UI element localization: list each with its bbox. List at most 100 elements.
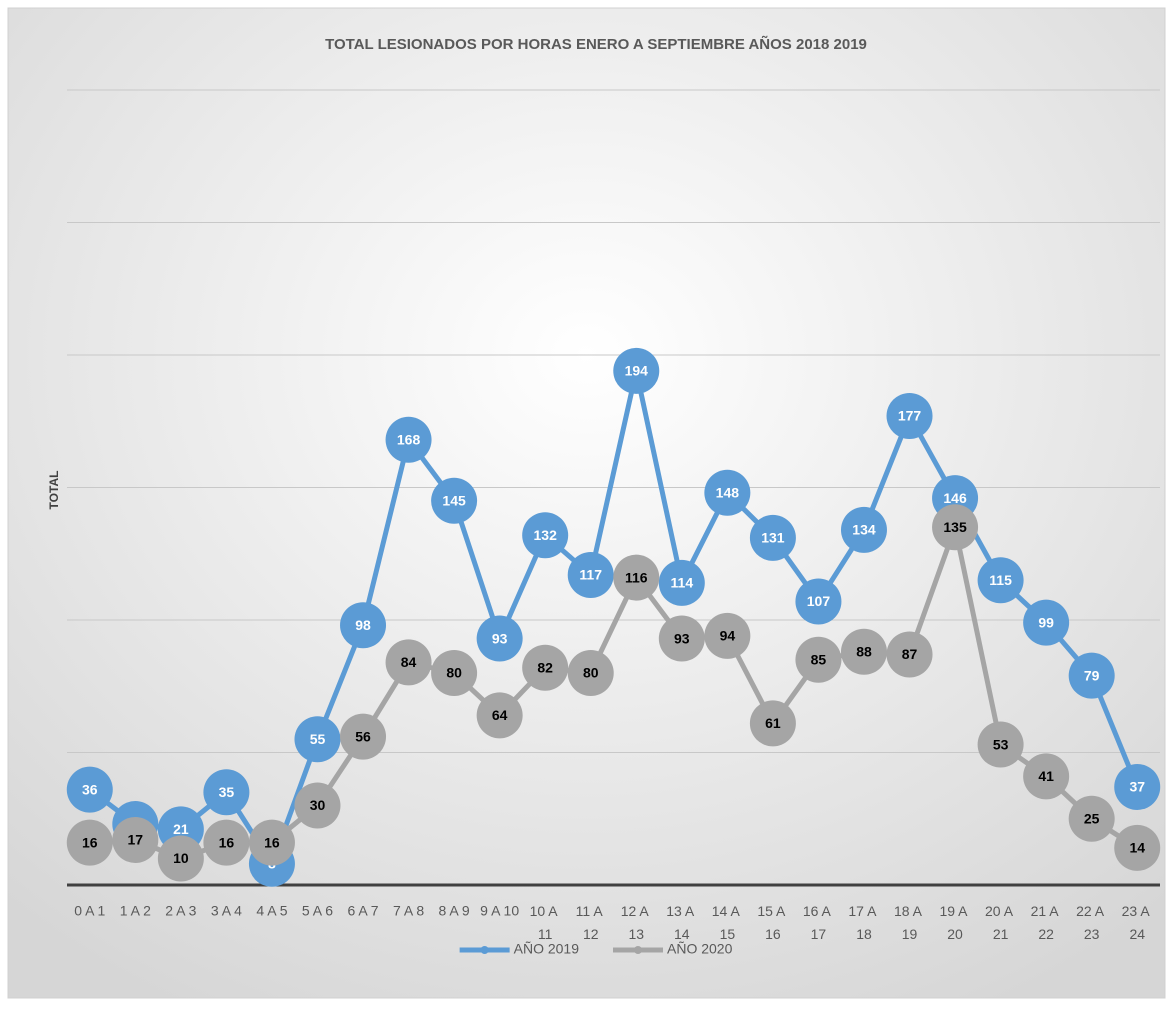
marker (567, 650, 614, 696)
data-label: 107 (807, 593, 831, 609)
x-tick-label: 16 A 17 (803, 903, 834, 942)
marker (749, 514, 796, 561)
x-tick-label: 6 A 7 (347, 903, 378, 919)
marker (840, 506, 887, 553)
x-tick-label: 4 A 5 (256, 903, 287, 919)
data-label: 177 (898, 408, 922, 424)
x-tick-label: 21 A 22 (1031, 903, 1062, 942)
x-tick-label: 12 A 13 (621, 903, 652, 942)
marker (385, 639, 432, 686)
marker (340, 602, 387, 649)
data-label: 56 (355, 728, 371, 744)
x-tick-label: 7 A 8 (393, 903, 424, 919)
x-tick-label: 3 A 4 (211, 903, 242, 919)
y-axis-label: TOTAL (47, 471, 61, 510)
data-label: 93 (492, 630, 508, 646)
data-label: 80 (446, 665, 462, 681)
data-label: 132 (534, 527, 558, 543)
x-tick-label: 10 A 11 (530, 903, 561, 942)
data-label: 93 (674, 630, 690, 646)
data-label: 64 (492, 707, 508, 723)
x-tick-label: 2 A 3 (165, 903, 196, 919)
marker (385, 416, 432, 463)
data-label: 16 (264, 834, 280, 850)
data-label: 148 (716, 485, 740, 501)
data-label: 87 (902, 646, 918, 662)
legend-label: AÑO 2019 (514, 941, 580, 957)
data-label: 25 (1084, 810, 1100, 826)
data-label: 55 (310, 731, 326, 747)
legend-marker (634, 946, 642, 954)
marker (567, 551, 614, 598)
data-label: 145 (442, 492, 466, 508)
legend-marker (480, 946, 489, 954)
data-label: 35 (219, 784, 235, 800)
data-label: 117 (579, 567, 602, 583)
data-label: 146 (943, 490, 967, 506)
x-tick-label: 11 A 12 (576, 903, 606, 942)
x-tick-label: 8 A 9 (439, 903, 470, 919)
data-label: 131 (761, 530, 785, 546)
marker (795, 578, 842, 625)
marker (932, 504, 979, 551)
data-label: 41 (1038, 768, 1054, 784)
marker (795, 636, 842, 683)
marker (294, 716, 341, 763)
x-tick-label: 0 A 1 (74, 903, 105, 919)
data-label: 36 (82, 781, 98, 797)
marker (476, 692, 523, 739)
marker (658, 615, 705, 662)
chart-title: TOTAL LESIONADOS POR HORAS ENERO A SEPTI… (325, 35, 867, 53)
marker (112, 816, 159, 863)
data-label: 79 (1084, 667, 1100, 683)
data-label: 194 (625, 363, 649, 379)
data-label: 88 (856, 644, 872, 660)
x-tick-label: 22 A 23 (1076, 903, 1107, 942)
data-label: 82 (537, 659, 553, 675)
marker (886, 392, 933, 439)
data-label: 14 (1129, 840, 1145, 856)
data-label: 37 (1129, 779, 1145, 795)
data-label: 134 (852, 522, 876, 538)
marker (704, 469, 751, 516)
x-tick-label: 20 A 21 (985, 903, 1016, 942)
x-tick-label: 18 A 19 (894, 903, 925, 942)
data-label: 84 (401, 654, 417, 670)
x-tick-label: 1 A 2 (120, 903, 151, 919)
x-tick-label: 5 A 6 (302, 903, 333, 919)
marker (1023, 599, 1070, 646)
data-label: 99 (1038, 614, 1054, 630)
marker (658, 559, 705, 606)
marker (431, 650, 478, 696)
data-label: 17 (128, 832, 144, 848)
data-label: 53 (993, 736, 1009, 752)
data-label: 98 (355, 617, 371, 633)
data-label: 16 (82, 834, 98, 850)
marker (1023, 753, 1070, 800)
data-label: 10 (173, 850, 189, 866)
x-tick-label: 14 A 15 (712, 903, 743, 942)
marker (294, 782, 341, 829)
x-tick-label: 9 A 10 (480, 903, 519, 919)
data-label: 116 (625, 569, 648, 585)
data-label: 168 (397, 432, 421, 448)
x-tick-label: 19 A 20 (939, 903, 970, 942)
x-tick-label: 13 A 14 (666, 903, 697, 942)
legend-item: AÑO 2019 (459, 941, 580, 957)
marker (977, 721, 1024, 768)
data-label: 21 (173, 821, 189, 837)
marker (522, 644, 569, 691)
legend-item: AÑO 2020 (613, 941, 733, 957)
marker (1068, 795, 1115, 842)
data-label: 61 (765, 715, 781, 731)
marker (613, 554, 660, 601)
marker (431, 477, 478, 524)
marker (248, 819, 295, 866)
data-label: 80 (583, 665, 599, 681)
marker (203, 769, 250, 816)
marker (1114, 824, 1161, 871)
marker (476, 615, 523, 662)
marker (66, 819, 113, 866)
marker (613, 347, 660, 394)
